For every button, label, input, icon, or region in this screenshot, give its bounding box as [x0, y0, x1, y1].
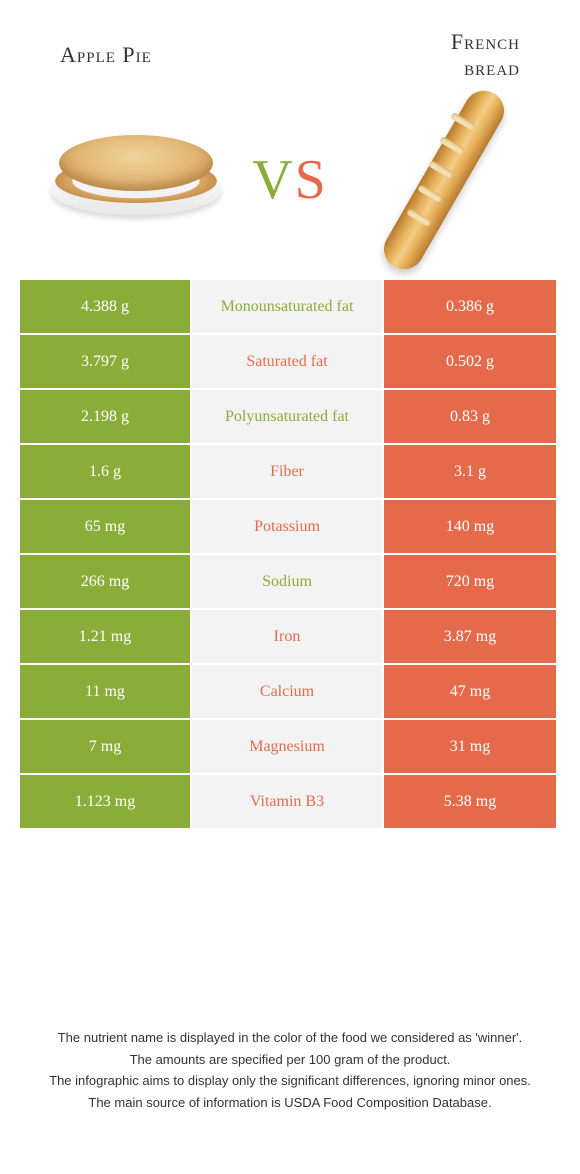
table-row: 4.388 gMonounsaturated fat0.386 g — [20, 280, 560, 335]
nutrient-label-cell: Calcium — [192, 665, 384, 720]
footer-notes: The nutrient name is displayed in the co… — [30, 1028, 550, 1114]
right-value-cell: 0.502 g — [384, 335, 556, 390]
left-value-cell: 1.21 mg — [20, 610, 192, 665]
left-value-cell: 3.797 g — [20, 335, 192, 390]
left-value-cell: 65 mg — [20, 500, 192, 555]
left-value-cell: 1.6 g — [20, 445, 192, 500]
right-value-cell: 720 mg — [384, 555, 556, 610]
left-value-cell: 7 mg — [20, 720, 192, 775]
table-row: 1.21 mgIron3.87 mg — [20, 610, 560, 665]
right-value-cell: 3.1 g — [384, 445, 556, 500]
right-value-cell: 0.83 g — [384, 390, 556, 445]
nutrient-label-cell: Magnesium — [192, 720, 384, 775]
left-value-cell: 11 mg — [20, 665, 192, 720]
header: Apple Pie French bread — [0, 0, 580, 100]
images-row: VS — [0, 100, 580, 280]
apple-pie-icon — [20, 135, 252, 225]
right-food-title: French bread — [290, 29, 540, 82]
vs-s-letter: S — [295, 149, 328, 211]
nutrient-table: 4.388 gMonounsaturated fat0.386 g3.797 g… — [20, 280, 560, 830]
table-row: 11 mgCalcium47 mg — [20, 665, 560, 720]
table-row: 1.123 mgVitamin B35.38 mg — [20, 775, 560, 830]
table-row: 1.6 gFiber3.1 g — [20, 445, 560, 500]
right-value-cell: 0.386 g — [384, 280, 556, 335]
left-food-title: Apple Pie — [40, 42, 290, 68]
nutrient-label-cell: Iron — [192, 610, 384, 665]
right-value-cell: 47 mg — [384, 665, 556, 720]
french-bread-icon — [328, 100, 560, 260]
nutrient-label-cell: Vitamin B3 — [192, 775, 384, 830]
table-row: 2.198 gPolyunsaturated fat0.83 g — [20, 390, 560, 445]
footer-line-2: The amounts are specified per 100 gram o… — [30, 1050, 550, 1070]
nutrient-label-cell: Saturated fat — [192, 335, 384, 390]
nutrient-label-cell: Monounsaturated fat — [192, 280, 384, 335]
table-row: 7 mgMagnesium31 mg — [20, 720, 560, 775]
left-value-cell: 266 mg — [20, 555, 192, 610]
vs-label: VS — [252, 148, 328, 212]
right-value-cell: 5.38 mg — [384, 775, 556, 830]
nutrient-label-cell: Potassium — [192, 500, 384, 555]
right-value-cell: 31 mg — [384, 720, 556, 775]
right-value-cell: 3.87 mg — [384, 610, 556, 665]
table-row: 3.797 gSaturated fat0.502 g — [20, 335, 560, 390]
table-row: 266 mgSodium720 mg — [20, 555, 560, 610]
vs-v-letter: V — [252, 149, 294, 211]
right-value-cell: 140 mg — [384, 500, 556, 555]
footer-line-4: The main source of information is USDA F… — [30, 1093, 550, 1113]
footer-line-3: The infographic aims to display only the… — [30, 1071, 550, 1091]
left-value-cell: 1.123 mg — [20, 775, 192, 830]
footer-line-1: The nutrient name is displayed in the co… — [30, 1028, 550, 1048]
left-value-cell: 2.198 g — [20, 390, 192, 445]
nutrient-label-cell: Sodium — [192, 555, 384, 610]
nutrient-label-cell: Polyunsaturated fat — [192, 390, 384, 445]
table-row: 65 mgPotassium140 mg — [20, 500, 560, 555]
left-value-cell: 4.388 g — [20, 280, 192, 335]
nutrient-label-cell: Fiber — [192, 445, 384, 500]
